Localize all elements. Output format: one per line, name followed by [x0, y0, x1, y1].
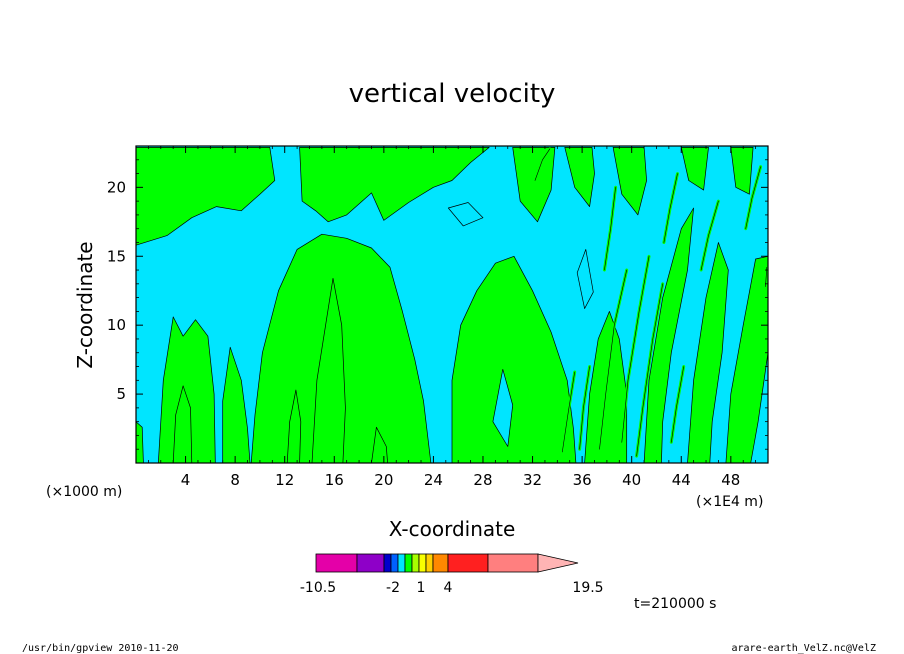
colorbar-segment-0 [315, 553, 358, 573]
x-tick-label-36: 36 [573, 471, 592, 489]
streak-contour-2 [636, 283, 664, 457]
streak-contour-4 [561, 371, 576, 453]
positive-region-3 [451, 255, 577, 464]
streak-contour-5 [670, 366, 685, 443]
negative-island-2 [492, 368, 514, 447]
colorbar-segment-1 [356, 553, 385, 573]
colorbar-segment-11 [487, 553, 539, 573]
colorbar-segment-7 [418, 553, 427, 573]
x-tick-label-12: 12 [275, 471, 294, 489]
streak-contour-7 [663, 173, 678, 243]
x-axis-label: X-coordinate [389, 517, 516, 541]
colorbar-arrow [537, 553, 579, 573]
time-label: t=210000 s [634, 596, 716, 612]
contour-regions [135, 147, 769, 464]
x-tick-label-24: 24 [424, 471, 443, 489]
streak-contour-1 [621, 255, 650, 443]
x-unit-right: (×1E4 m) [696, 494, 763, 510]
streak-contour-6 [700, 200, 719, 271]
streak-contour-8 [604, 187, 616, 271]
colorbar-segment-9 [432, 553, 449, 573]
x-tick-label-4: 4 [181, 471, 191, 489]
y-tick-label-20: 20 [107, 178, 126, 196]
y-axis-ticks: 5 10 15 20 [107, 159, 768, 450]
y-axis-label: Z-coordinate [73, 241, 97, 368]
x-tick-label-32: 32 [523, 471, 542, 489]
colorbar-segment-4 [397, 553, 406, 573]
positive-region-4 [311, 277, 346, 464]
y-tick-label-15: 15 [107, 247, 126, 265]
streak-contour-0 [599, 269, 628, 450]
negative-island-0 [447, 202, 484, 227]
positive-region-1 [299, 147, 490, 223]
colorbar-tick-label-4: 19.5 [572, 580, 603, 596]
streak-contour-9 [534, 148, 551, 181]
colorbar-segment-8 [425, 553, 434, 573]
colorbar-tick-label-3: 4 [444, 580, 453, 596]
colorbar-tick-label-2: 1 [417, 580, 426, 596]
negative-island-1 [576, 249, 594, 309]
positive-region-15 [512, 147, 556, 223]
x-tick-label-20: 20 [374, 471, 393, 489]
positive-region-5 [157, 316, 216, 464]
x-tick-label-48: 48 [721, 471, 740, 489]
positive-region-19 [730, 147, 754, 195]
x-tick-label-28: 28 [473, 471, 492, 489]
colorbar-segment-3 [390, 553, 399, 573]
colorbar-tick-label-0: -10.5 [300, 580, 336, 596]
streak-contour-3 [579, 366, 590, 450]
footer-right: arare-earth_VelZ.nc@VelZ [732, 643, 877, 654]
positive-region-12 [643, 207, 694, 464]
colorbar-segment-6 [411, 553, 420, 573]
colorbar-segment-2 [383, 553, 392, 573]
colorbar-tick-label-1: -2 [386, 580, 400, 596]
positive-region-9 [135, 421, 144, 464]
x-tick-label-40: 40 [622, 471, 641, 489]
contour-streaks [533, 147, 769, 458]
x-tick-label-44: 44 [672, 471, 691, 489]
colorbar-ticks: -10.5 -2 1 4 19.5 [300, 580, 604, 596]
colorbar-segment-5 [404, 553, 413, 573]
chart-title: vertical velocity [349, 79, 556, 109]
x-unit-left: (×1000 m) [46, 484, 122, 500]
positive-region-13 [687, 242, 729, 464]
positive-region-17 [612, 147, 647, 216]
x-tick-label-8: 8 [230, 471, 240, 489]
y-tick-label-10: 10 [107, 316, 126, 334]
positive-region-0 [135, 147, 276, 246]
streak-contour-10 [745, 166, 761, 229]
plot-frame [135, 145, 769, 464]
y-tick-label-5: 5 [116, 385, 126, 403]
footer-left: /usr/bin/gpview 2010-11-20 [22, 643, 179, 654]
x-tick-label-16: 16 [325, 471, 344, 489]
colorbar [315, 553, 579, 573]
positive-region-18 [680, 147, 709, 191]
streak-contour-11 [765, 266, 768, 287]
positive-region-16 [564, 147, 595, 207]
x-axis-ticks: 4 8 12 16 20 24 28 32 36 40 44 48 [147, 146, 757, 489]
colorbar-segment-10 [447, 553, 489, 573]
